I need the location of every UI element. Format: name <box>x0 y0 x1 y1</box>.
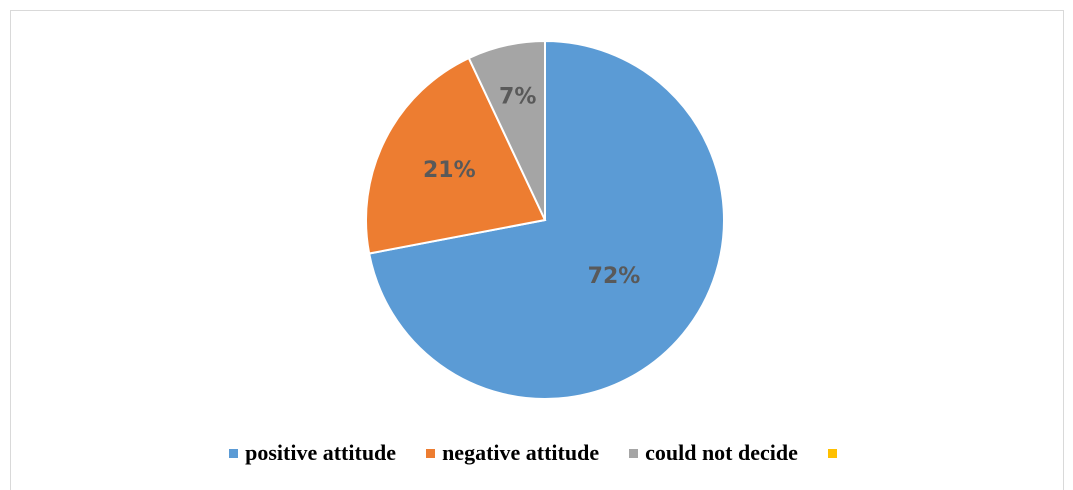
legend-swatch-empty <box>827 448 837 458</box>
slice-negative <box>365 56 547 255</box>
data-label-positive: 72% <box>588 264 641 289</box>
legend-label-negative: negative attitude <box>442 440 600 465</box>
legend-item-negative: negative attitude <box>426 440 599 466</box>
legend-swatch-undecided <box>629 448 639 458</box>
data-label-negative: 21% <box>423 158 476 183</box>
data-label-undecided: 7% <box>499 85 536 110</box>
legend: positive attitude negative attitude coul… <box>0 438 1073 468</box>
legend-swatch-positive <box>229 448 239 458</box>
legend-label-positive: positive attitude <box>245 440 397 465</box>
slice-positive <box>367 39 725 400</box>
legend-item-empty <box>827 448 844 458</box>
legend-swatch-negative <box>426 448 436 458</box>
legend-item-positive: positive attitude <box>229 440 396 466</box>
legend-label-undecided: could not decide <box>645 440 798 465</box>
legend-item-undecided: could not decide <box>629 440 798 466</box>
slice-undecided <box>467 39 546 221</box>
